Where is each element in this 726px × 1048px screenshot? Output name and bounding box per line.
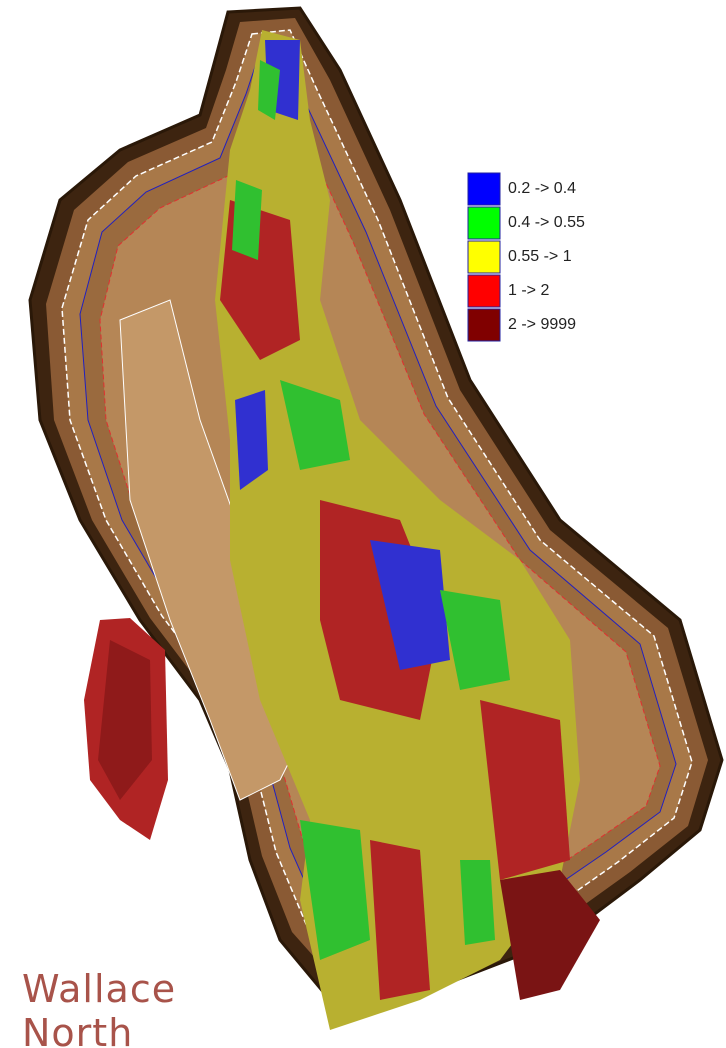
legend-label: 0.4 -> 0.55 xyxy=(508,214,585,231)
legend-swatch xyxy=(468,275,500,307)
title-line: Wallace xyxy=(22,967,176,1011)
legend-label: 0.55 -> 1 xyxy=(508,248,572,265)
legend-swatch xyxy=(468,241,500,273)
legend-label: 1 -> 2 xyxy=(508,282,549,299)
pit-view: 0.2 -> 0.4 0.4 -> 0.55 0.55 -> 1 1 -> 2 2 ->… xyxy=(0,0,726,1048)
title-line: North xyxy=(22,1011,133,1048)
pit-model xyxy=(30,8,722,1030)
legend-label: 0.2 -> 0.4 xyxy=(508,180,576,197)
legend: 0.2 -> 0.4 0.4 -> 0.55 0.55 -> 1 1 -> 2 2 ->… xyxy=(468,173,585,341)
legend-swatch xyxy=(468,173,500,205)
legend-swatch xyxy=(468,309,500,341)
legend-label: 2 -> 9999 xyxy=(508,316,576,333)
legend-swatch xyxy=(468,207,500,239)
